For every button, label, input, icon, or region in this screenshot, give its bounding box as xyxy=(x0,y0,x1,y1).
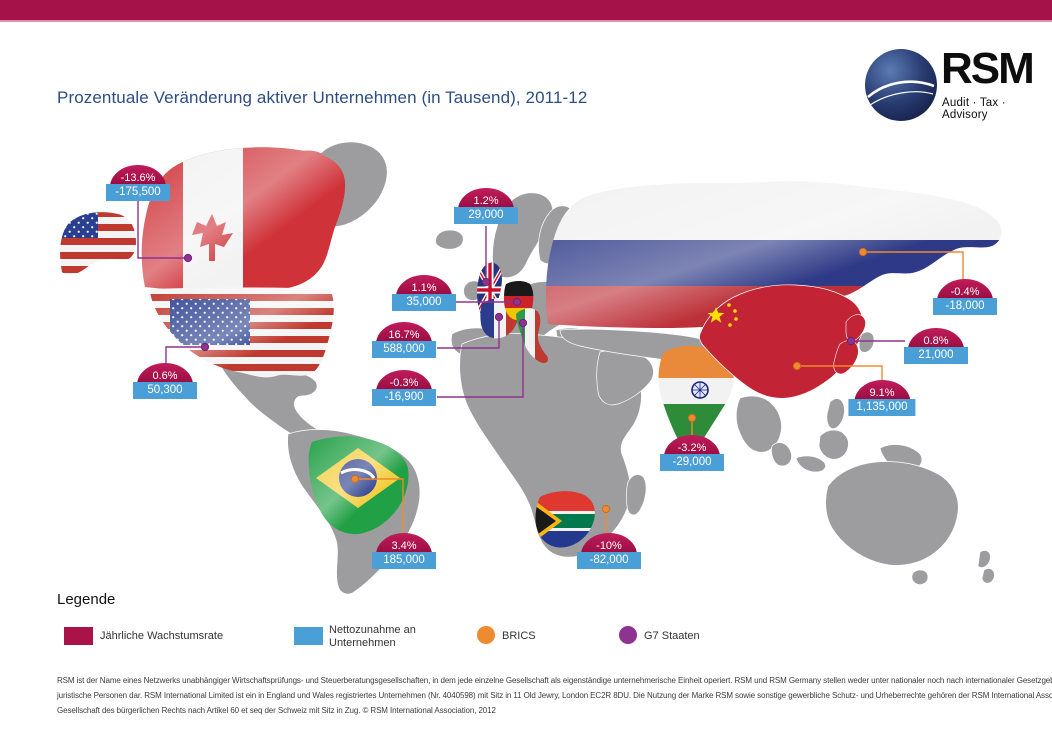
growth-rate-badge: -0.4% xyxy=(937,279,993,301)
net-change-badge: -18,000 xyxy=(933,298,997,315)
usa-flag xyxy=(150,287,334,378)
net-change-badge: -175,500 xyxy=(106,184,170,201)
marker-southafrica: -10% -82,000 xyxy=(577,533,641,569)
growth-rate-badge: 9.1% xyxy=(853,380,910,402)
growth-rate-badge: 16.7% xyxy=(376,322,432,344)
growth-rate-badge: -3.2% xyxy=(664,435,720,457)
growth-rate-badge: 0.6% xyxy=(137,363,193,385)
net-change-badge: 588,000 xyxy=(372,341,436,358)
net-change-badge: 50,300 xyxy=(133,382,197,399)
marker-japan: 0.8% 21,000 xyxy=(904,328,968,364)
net-change-swatch xyxy=(294,627,323,645)
canada-flag xyxy=(141,147,346,293)
footer-line-2: juristische Personen dar. RSM Internatio… xyxy=(57,691,1052,700)
marker-brazil: 3.4% 185,000 xyxy=(372,533,436,569)
marker-china: 9.1% 1,135,000 xyxy=(848,380,916,416)
net-change-badge: -29,000 xyxy=(660,454,724,471)
growth-rate-badge: 1.2% xyxy=(458,188,514,210)
growth-rate-badge: -0.3% xyxy=(376,370,432,392)
growth-rate-badge: -10% xyxy=(581,533,637,555)
g7-dot-icon xyxy=(619,626,637,644)
growth-rate-badge: 3.4% xyxy=(376,533,432,555)
net-change-badge: 29,000 xyxy=(454,207,518,224)
south-africa-flag xyxy=(535,491,595,548)
marker-france: 16.7% 588,000 xyxy=(372,322,436,358)
growth-rate-swatch xyxy=(64,627,93,645)
marker-russia: -0.4% -18,000 xyxy=(933,279,997,315)
legend-label-g7: G7 Staaten xyxy=(644,630,700,642)
country-dots xyxy=(183,247,868,514)
net-change-badge: 185,000 xyxy=(372,552,436,569)
top-accent-bar xyxy=(0,0,1052,22)
marker-italy: -0.3% -16,900 xyxy=(372,370,436,406)
legend-label-brics: BRICS xyxy=(502,630,536,642)
net-change-badge: 35,000 xyxy=(392,294,456,311)
net-change-badge: 21,000 xyxy=(904,347,968,364)
connector-lines xyxy=(137,201,964,535)
legend-label-growth: Jährliche Wachstumsrate xyxy=(100,630,224,642)
alaska-us-flag xyxy=(60,212,136,275)
footer-line-1: RSM ist der Name eines Netzwerks unabhän… xyxy=(57,676,1052,685)
marker-uk: 1.2% 29,000 xyxy=(454,188,518,224)
growth-rate-badge: 0.8% xyxy=(908,328,964,350)
net-change-badge: 1,135,000 xyxy=(848,399,916,416)
rsm-logo-text: RSM xyxy=(941,44,1035,93)
page-title: Prozentuale Veränderung aktiver Unterneh… xyxy=(57,88,588,107)
brazil-flag xyxy=(308,436,409,535)
net-change-badge: -82,000 xyxy=(577,552,641,569)
net-change-badge: -16,900 xyxy=(372,389,436,406)
marker-india: -3.2% -29,000 xyxy=(660,435,724,471)
legal-footer: RSM ist der Name eines Netzwerks unabhän… xyxy=(57,673,1052,718)
legend-heading: Legende xyxy=(57,591,116,608)
growth-rate-badge: -13.6% xyxy=(110,165,166,187)
marker-canada: -13.6% -175,500 xyxy=(106,165,170,201)
rsm-logo: RSM Audit · Tax · Advisory xyxy=(862,45,1037,125)
footer-line-3: Gesellschaft des bürgerlichen Rechts nac… xyxy=(57,706,496,715)
marker-usa: 0.6% 50,300 xyxy=(133,363,197,399)
rsm-logo-tagline: Audit · Tax · Advisory xyxy=(942,97,1006,121)
rsm-globe-icon xyxy=(865,49,937,121)
growth-rate-badge: 1.1% xyxy=(396,275,452,297)
marker-germany: 1.1% 35,000 xyxy=(392,275,456,311)
legend-label-net-change: Nettozunahme an Unternehmen xyxy=(329,624,416,649)
brics-dot-icon xyxy=(477,626,495,644)
